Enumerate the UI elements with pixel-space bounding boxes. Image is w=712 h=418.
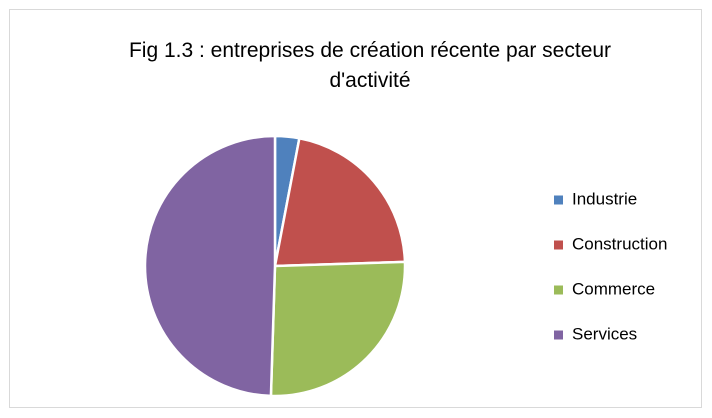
chart-title: Fig 1.3 : entreprises de création récent…	[128, 39, 612, 92]
legend-swatch	[554, 240, 563, 250]
pie-slice	[143, 134, 277, 398]
legend-swatch	[554, 285, 563, 295]
legend-swatch	[554, 330, 563, 340]
legend-label: Commerce	[572, 279, 655, 298]
legend-label: Industrie	[572, 189, 637, 208]
legend-label: Services	[572, 324, 637, 343]
pie-slice	[273, 136, 407, 268]
pie-slice	[269, 260, 407, 398]
legend-label: Construction	[572, 234, 667, 253]
legend-swatch	[554, 195, 563, 205]
